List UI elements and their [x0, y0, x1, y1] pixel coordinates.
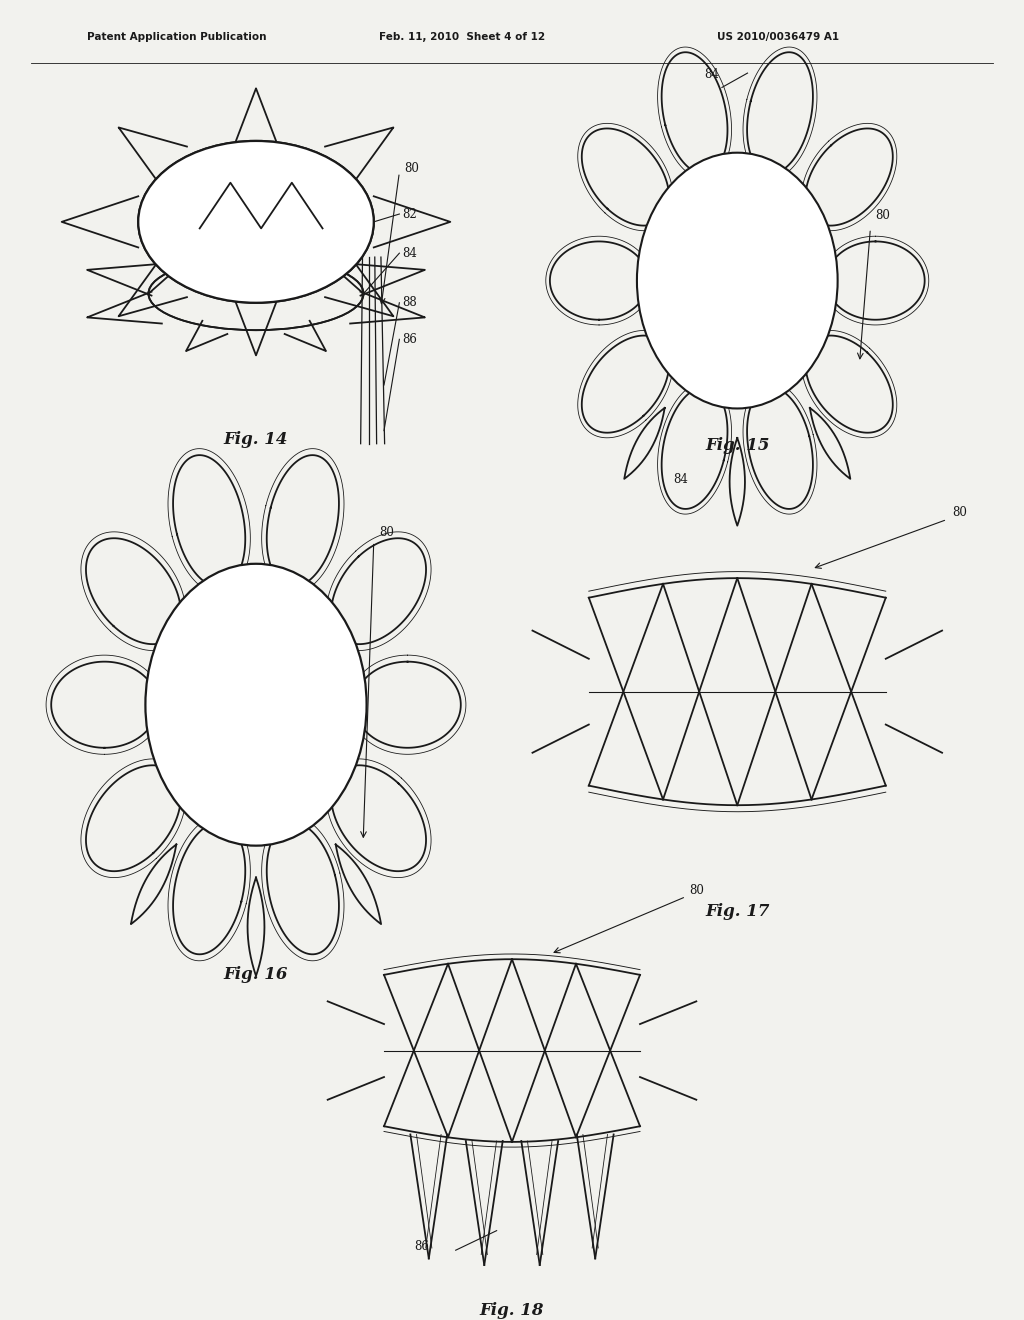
Text: 84: 84: [402, 247, 418, 260]
Circle shape: [637, 153, 838, 408]
Text: 84: 84: [705, 69, 719, 82]
Text: 80: 80: [404, 162, 420, 174]
Text: 84: 84: [674, 473, 688, 486]
Text: Feb. 11, 2010  Sheet 4 of 12: Feb. 11, 2010 Sheet 4 of 12: [379, 32, 545, 41]
Text: US 2010/0036479 A1: US 2010/0036479 A1: [717, 32, 839, 41]
Text: 80: 80: [689, 883, 705, 896]
Text: 86: 86: [415, 1239, 430, 1253]
Circle shape: [145, 564, 367, 846]
Text: Fig. 14: Fig. 14: [224, 430, 288, 447]
Ellipse shape: [138, 141, 374, 302]
Ellipse shape: [138, 141, 374, 302]
Text: Fig. 16: Fig. 16: [224, 966, 288, 982]
Text: 82: 82: [402, 207, 417, 220]
Text: 80: 80: [379, 525, 394, 539]
Text: Fig. 15: Fig. 15: [706, 437, 769, 454]
Text: 86: 86: [402, 333, 418, 346]
Text: 80: 80: [952, 507, 968, 519]
Text: Patent Application Publication: Patent Application Publication: [87, 32, 266, 41]
Text: 88: 88: [402, 296, 417, 309]
Text: 80: 80: [876, 209, 891, 222]
Text: Fig. 17: Fig. 17: [706, 903, 769, 920]
Text: Fig. 18: Fig. 18: [480, 1303, 544, 1320]
